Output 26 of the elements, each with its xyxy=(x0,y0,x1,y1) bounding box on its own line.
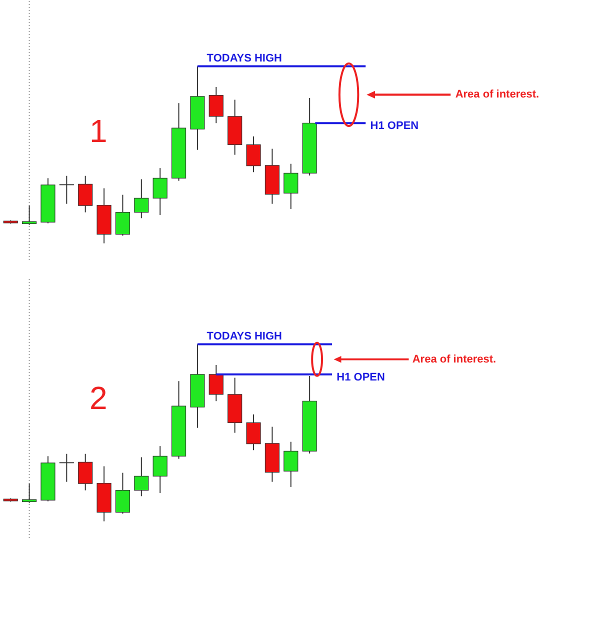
candlestick xyxy=(208,86,224,124)
candlestick xyxy=(152,446,168,494)
annotation: 1 xyxy=(90,112,108,149)
annotation: 2 xyxy=(90,380,108,416)
ref-line-label: TODAYS HIGH xyxy=(206,330,282,342)
candlestick xyxy=(22,205,37,226)
candlestick xyxy=(59,175,74,204)
candlestick xyxy=(115,194,130,236)
candlestick xyxy=(152,168,168,216)
candlestick xyxy=(115,472,130,514)
ref-line-label: H1 OPEN xyxy=(370,120,419,132)
candlestick xyxy=(78,453,93,491)
candlestick xyxy=(134,178,149,219)
candlestick xyxy=(284,163,298,210)
candlestick xyxy=(134,456,149,497)
candlestick xyxy=(78,175,93,213)
candlestick xyxy=(208,364,224,402)
ref-line-label: TODAYS HIGH xyxy=(206,52,282,64)
ref-line-label: H1 OPEN xyxy=(336,371,386,384)
text: Area of interest. xyxy=(455,88,540,101)
candlestick xyxy=(246,136,261,173)
candlestick xyxy=(59,453,74,482)
candlestick xyxy=(284,441,298,488)
text: Area of interest. xyxy=(412,353,496,366)
candlestick xyxy=(22,483,37,504)
candlestick xyxy=(246,414,261,451)
